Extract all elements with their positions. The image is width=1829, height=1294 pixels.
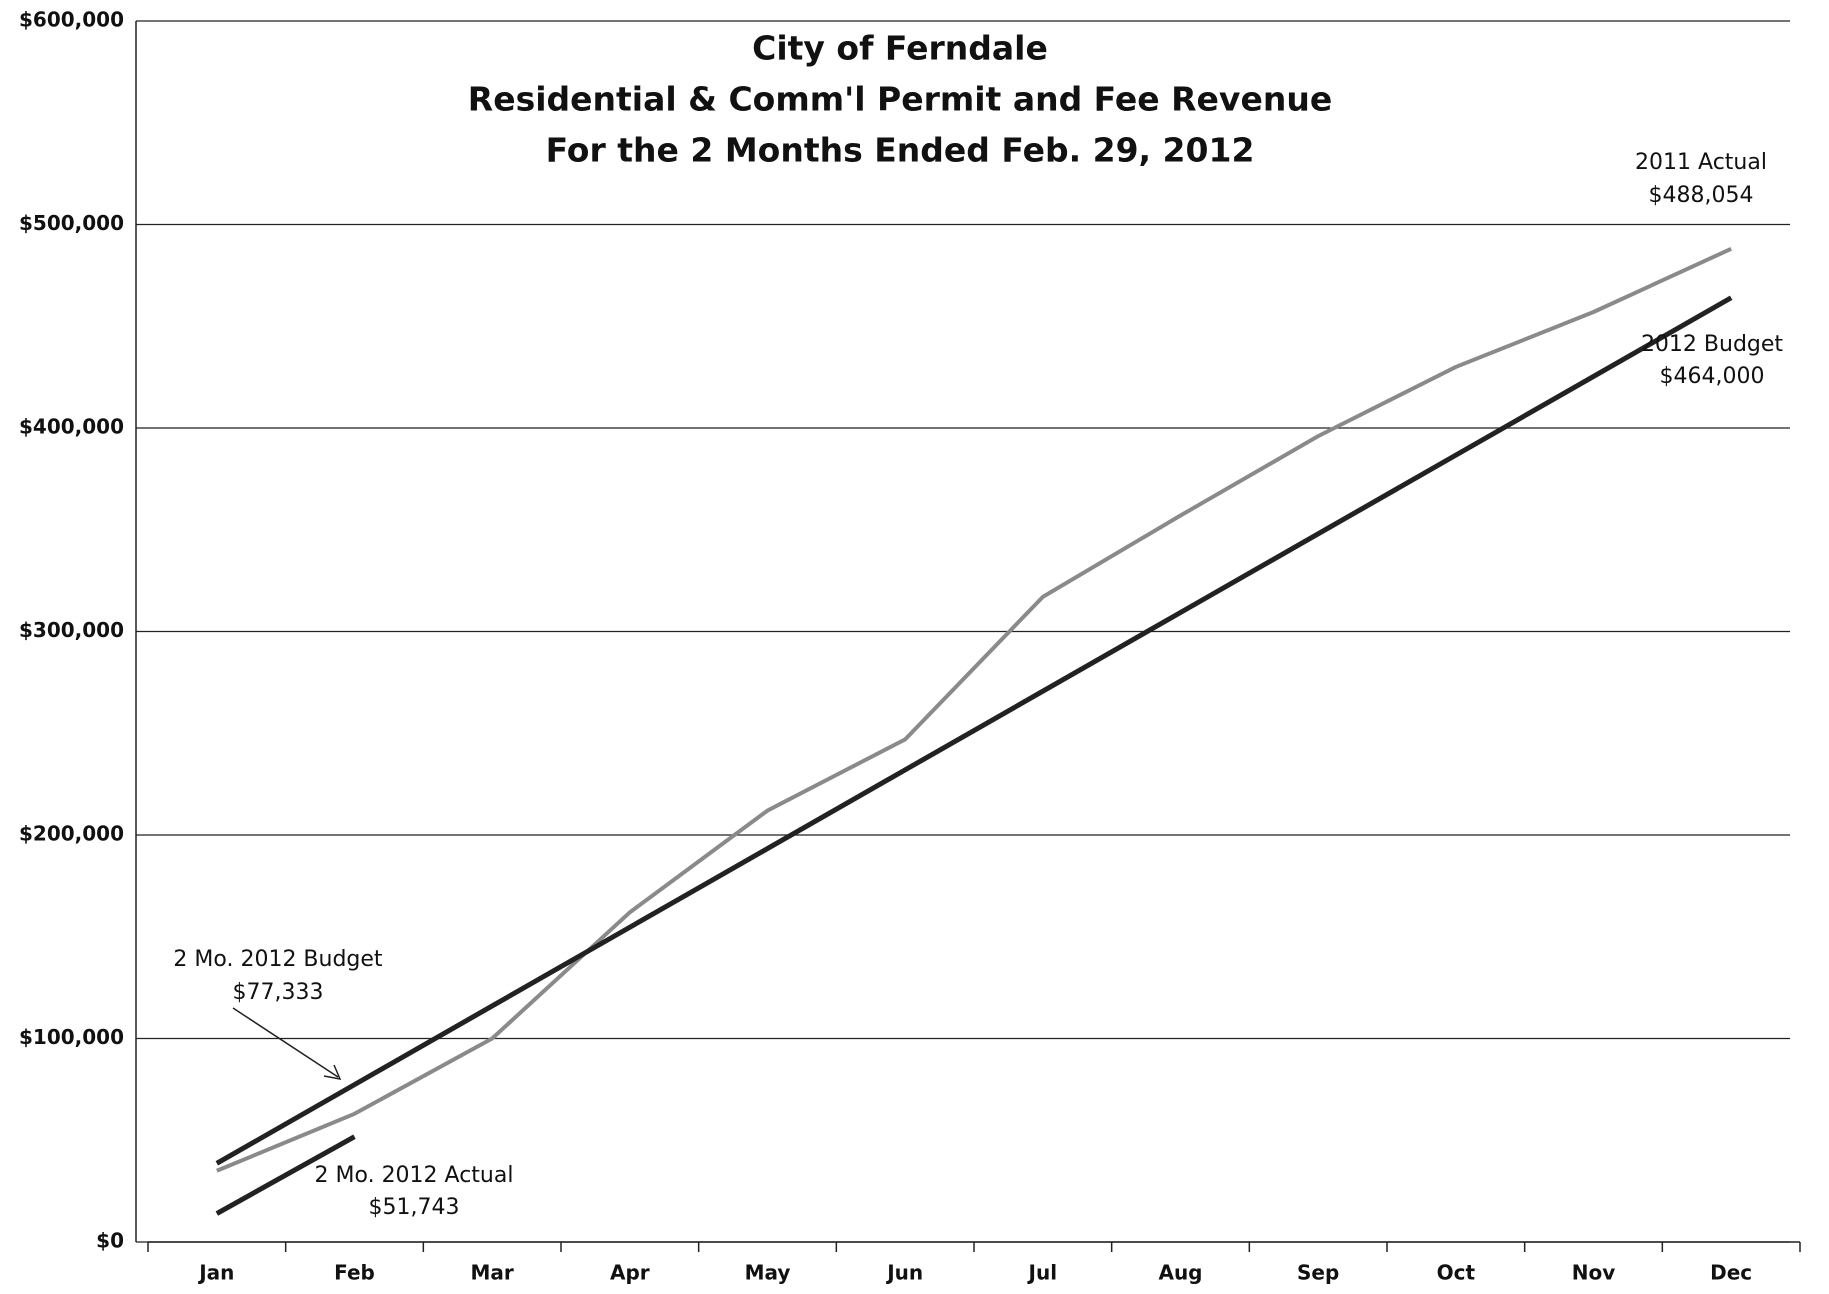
y-tick-label: $500,000 <box>19 211 124 235</box>
y-tick-label: $0 <box>96 1229 124 1253</box>
x-tick-label: Mar <box>471 1261 514 1285</box>
x-tick-label: Apr <box>610 1261 650 1285</box>
x-tick-label: Feb <box>334 1261 375 1285</box>
y-tick-label: $100,000 <box>19 1025 124 1049</box>
annotation: $77,333 <box>233 980 324 1005</box>
arrow-head <box>323 1064 342 1080</box>
annotation: $51,743 <box>369 1195 460 1220</box>
x-tick-label: Sep <box>1297 1261 1339 1285</box>
y-tick-label: $600,000 <box>19 8 124 32</box>
y-tick-label: $400,000 <box>19 415 124 439</box>
series-line <box>215 1134 356 1216</box>
y-tick-label: $200,000 <box>19 822 124 846</box>
annotation: 2 Mo. 2012 Budget <box>173 947 383 972</box>
x-tick-label: Nov <box>1572 1261 1616 1285</box>
x-tick-label: Jan <box>197 1261 234 1285</box>
annotation: 2 Mo. 2012 Actual <box>315 1163 514 1188</box>
x-tick-label: Dec <box>1710 1261 1752 1285</box>
x-tick-label: Jul <box>1027 1261 1058 1285</box>
chart-title: City of Ferndale <box>752 29 1048 68</box>
annotation-arrow <box>232 1007 339 1078</box>
series-line <box>216 246 1733 1173</box>
series-line <box>215 295 1733 1166</box>
x-tick-label: Aug <box>1158 1261 1202 1285</box>
chart-title: For the 2 Months Ended Feb. 29, 2012 <box>546 131 1255 170</box>
x-tick-label: Jun <box>885 1261 923 1285</box>
annotation: $488,054 <box>1649 183 1754 208</box>
x-tick-label: May <box>745 1261 791 1285</box>
annotation: $464,000 <box>1660 364 1765 389</box>
annotation: 2011 Actual <box>1635 150 1767 175</box>
chart-title: Residential & Comm'l Permit and Fee Reve… <box>468 80 1332 119</box>
x-tick-label: Oct <box>1437 1261 1476 1285</box>
y-tick-label: $300,000 <box>19 618 124 642</box>
annotation: 2012 Budget <box>1641 332 1783 357</box>
